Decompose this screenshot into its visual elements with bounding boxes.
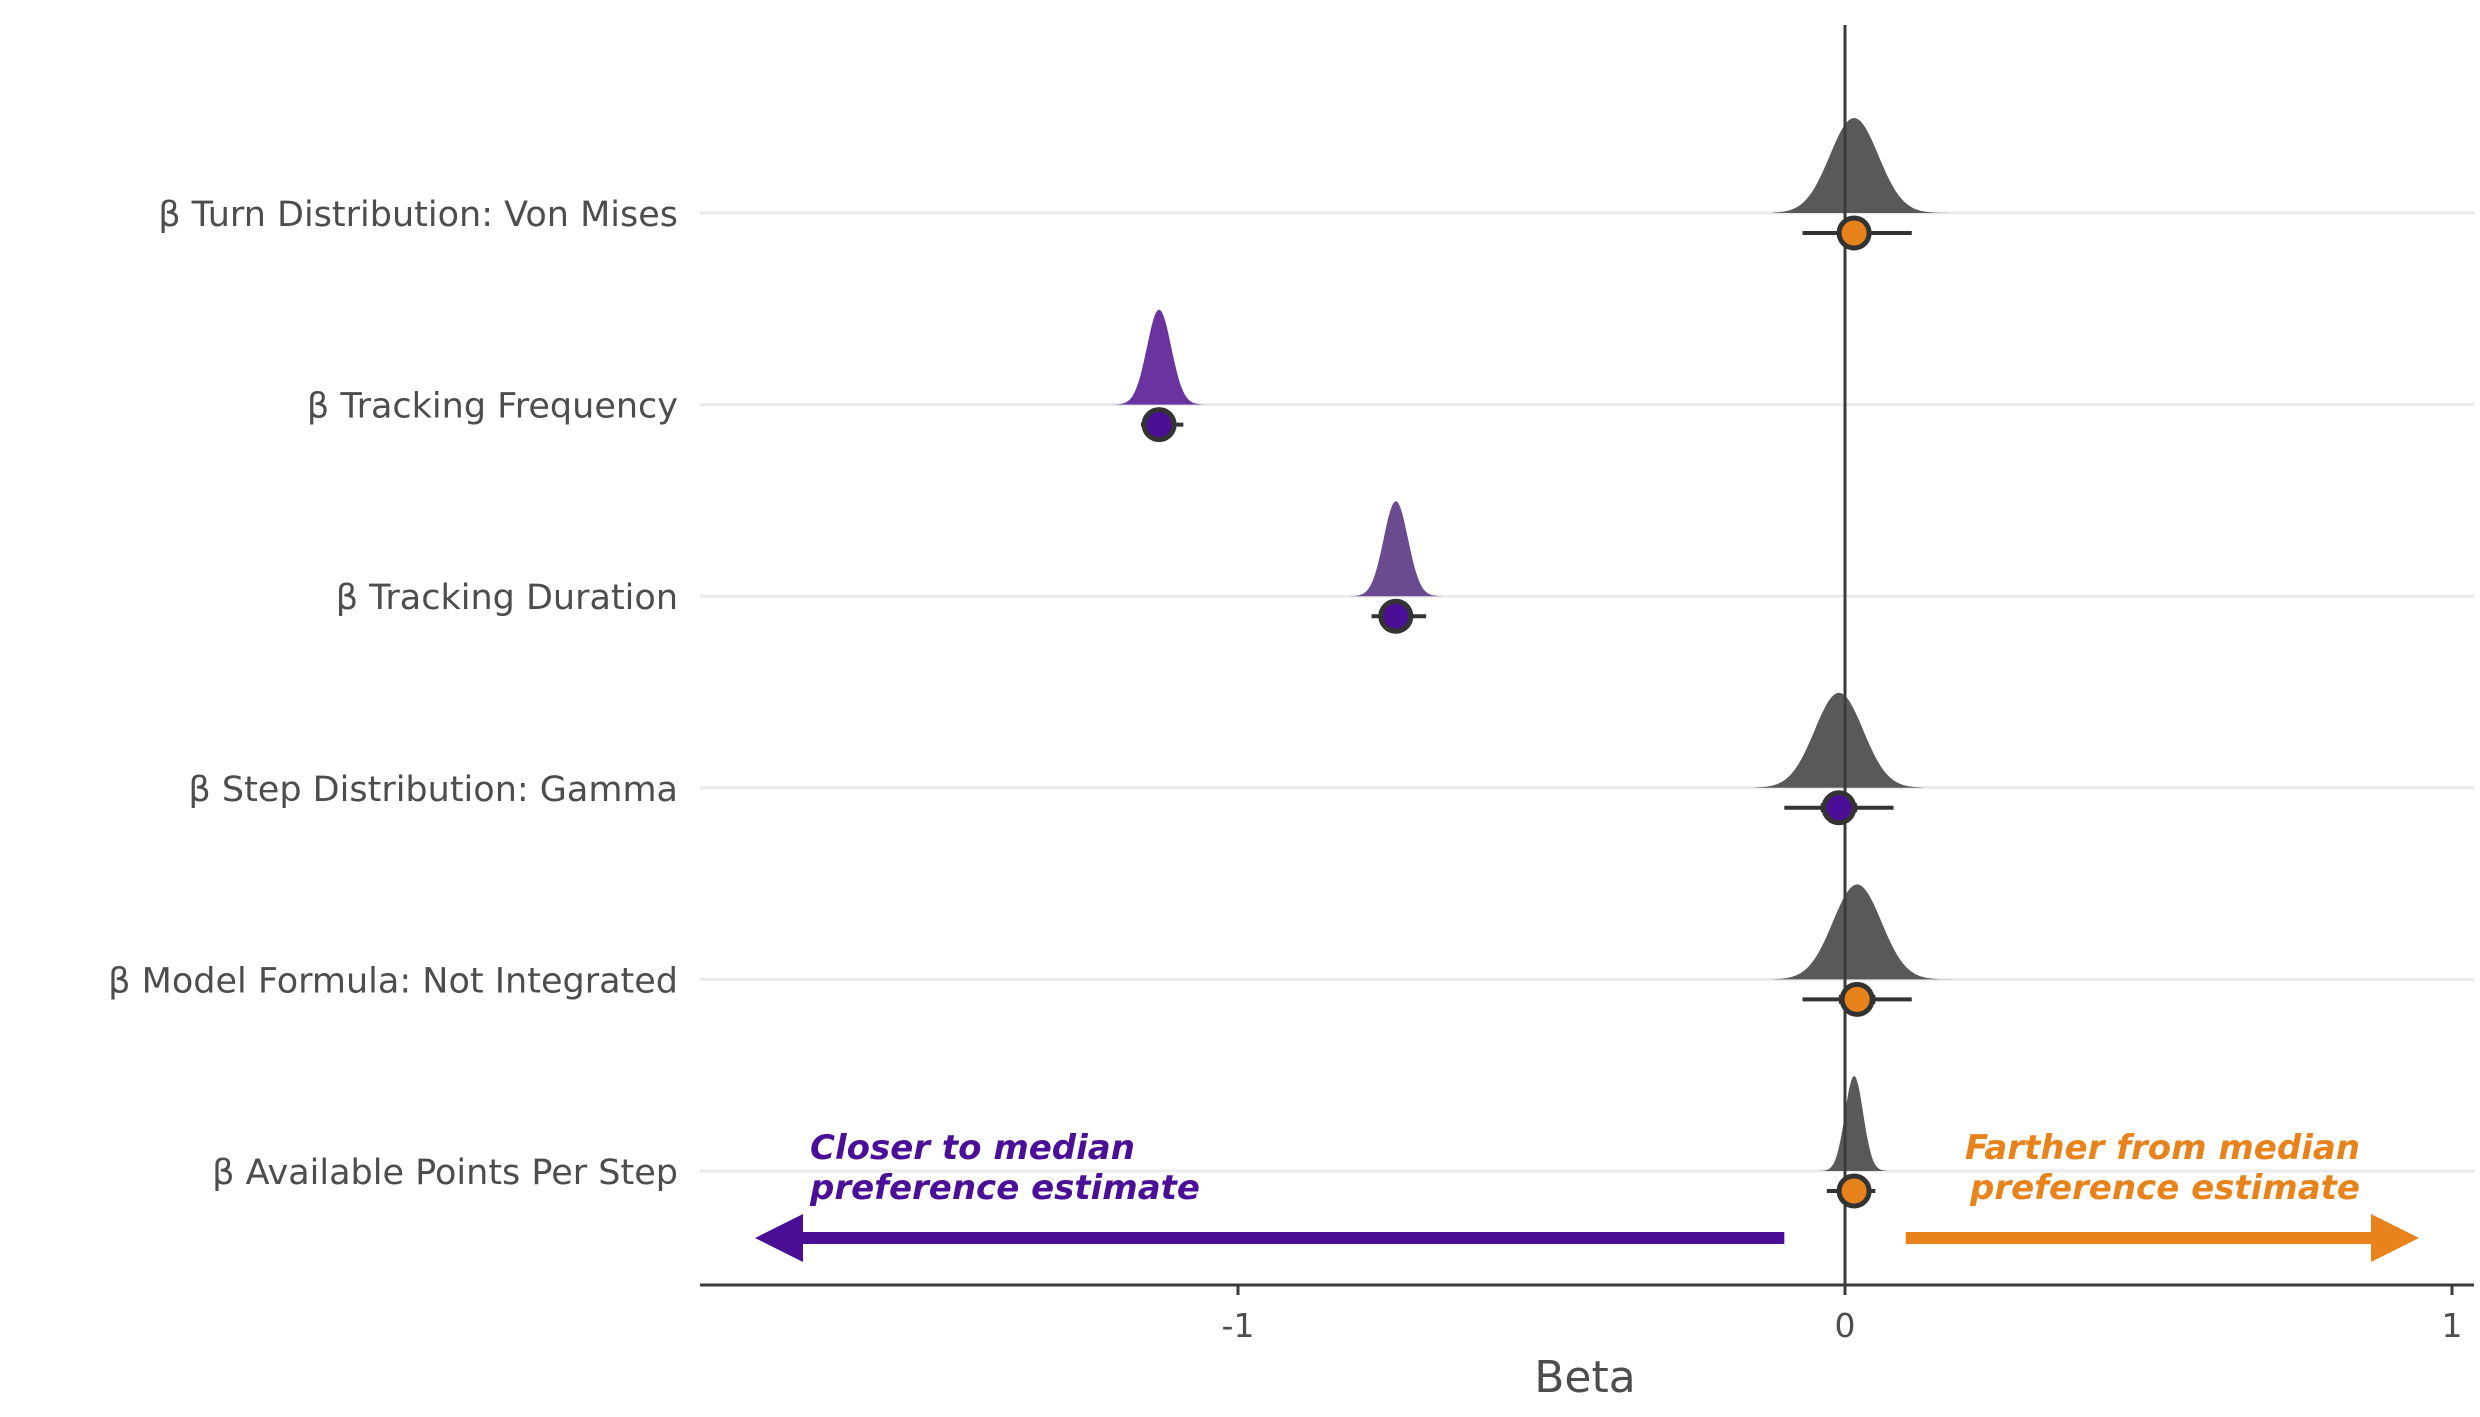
density-ridge [1814,1076,1888,1171]
annotation-right-line2: preference estimate [1969,1168,2360,1208]
gridlines [700,211,2474,1173]
density-ridge [1347,501,1445,597]
x-tick-label: 0 [1835,1306,1856,1345]
median-point [1839,981,1875,1017]
median-point [1378,598,1414,634]
annotation-right-line1: Farther from median [1965,1128,2360,1168]
density-ridge [1772,884,1961,980]
density-ridge [1741,692,1924,788]
y-axis-label: β Step Distribution: Gamma [188,770,678,810]
y-axis-label: β Tracking Duration [336,578,678,618]
annotations: Closer to median preference estimate Far… [755,1128,2419,1262]
annotation-left-line2: preference estimate [809,1168,1200,1208]
x-tick-label: -1 [1222,1306,1255,1345]
density-ridges [1110,118,1961,1171]
y-axis-label: β Model Formula: Not Integrated [108,961,678,1001]
density-ridge [1772,118,1949,213]
density-ridge [1110,309,1208,405]
y-axis-label: β Available Points Per Step [212,1153,678,1193]
y-axis-label: β Turn Distribution: Von Mises [158,195,678,235]
median-point [1821,790,1857,826]
x-axis-ticks: -1 0 1 [1222,1285,2463,1345]
annotation-left-line1: Closer to median [810,1128,1135,1168]
x-axis-title: Beta [1534,1352,1635,1403]
x-tick-label: 1 [2442,1306,2463,1345]
interval-markers [1140,215,1912,1209]
y-axis-label: β Tracking Frequency [307,387,678,427]
y-axis-labels: β Turn Distribution: Von Mises β Tracking… [108,195,678,1193]
median-point [1141,407,1177,443]
median-point [1836,215,1872,251]
median-point [1836,1173,1872,1209]
